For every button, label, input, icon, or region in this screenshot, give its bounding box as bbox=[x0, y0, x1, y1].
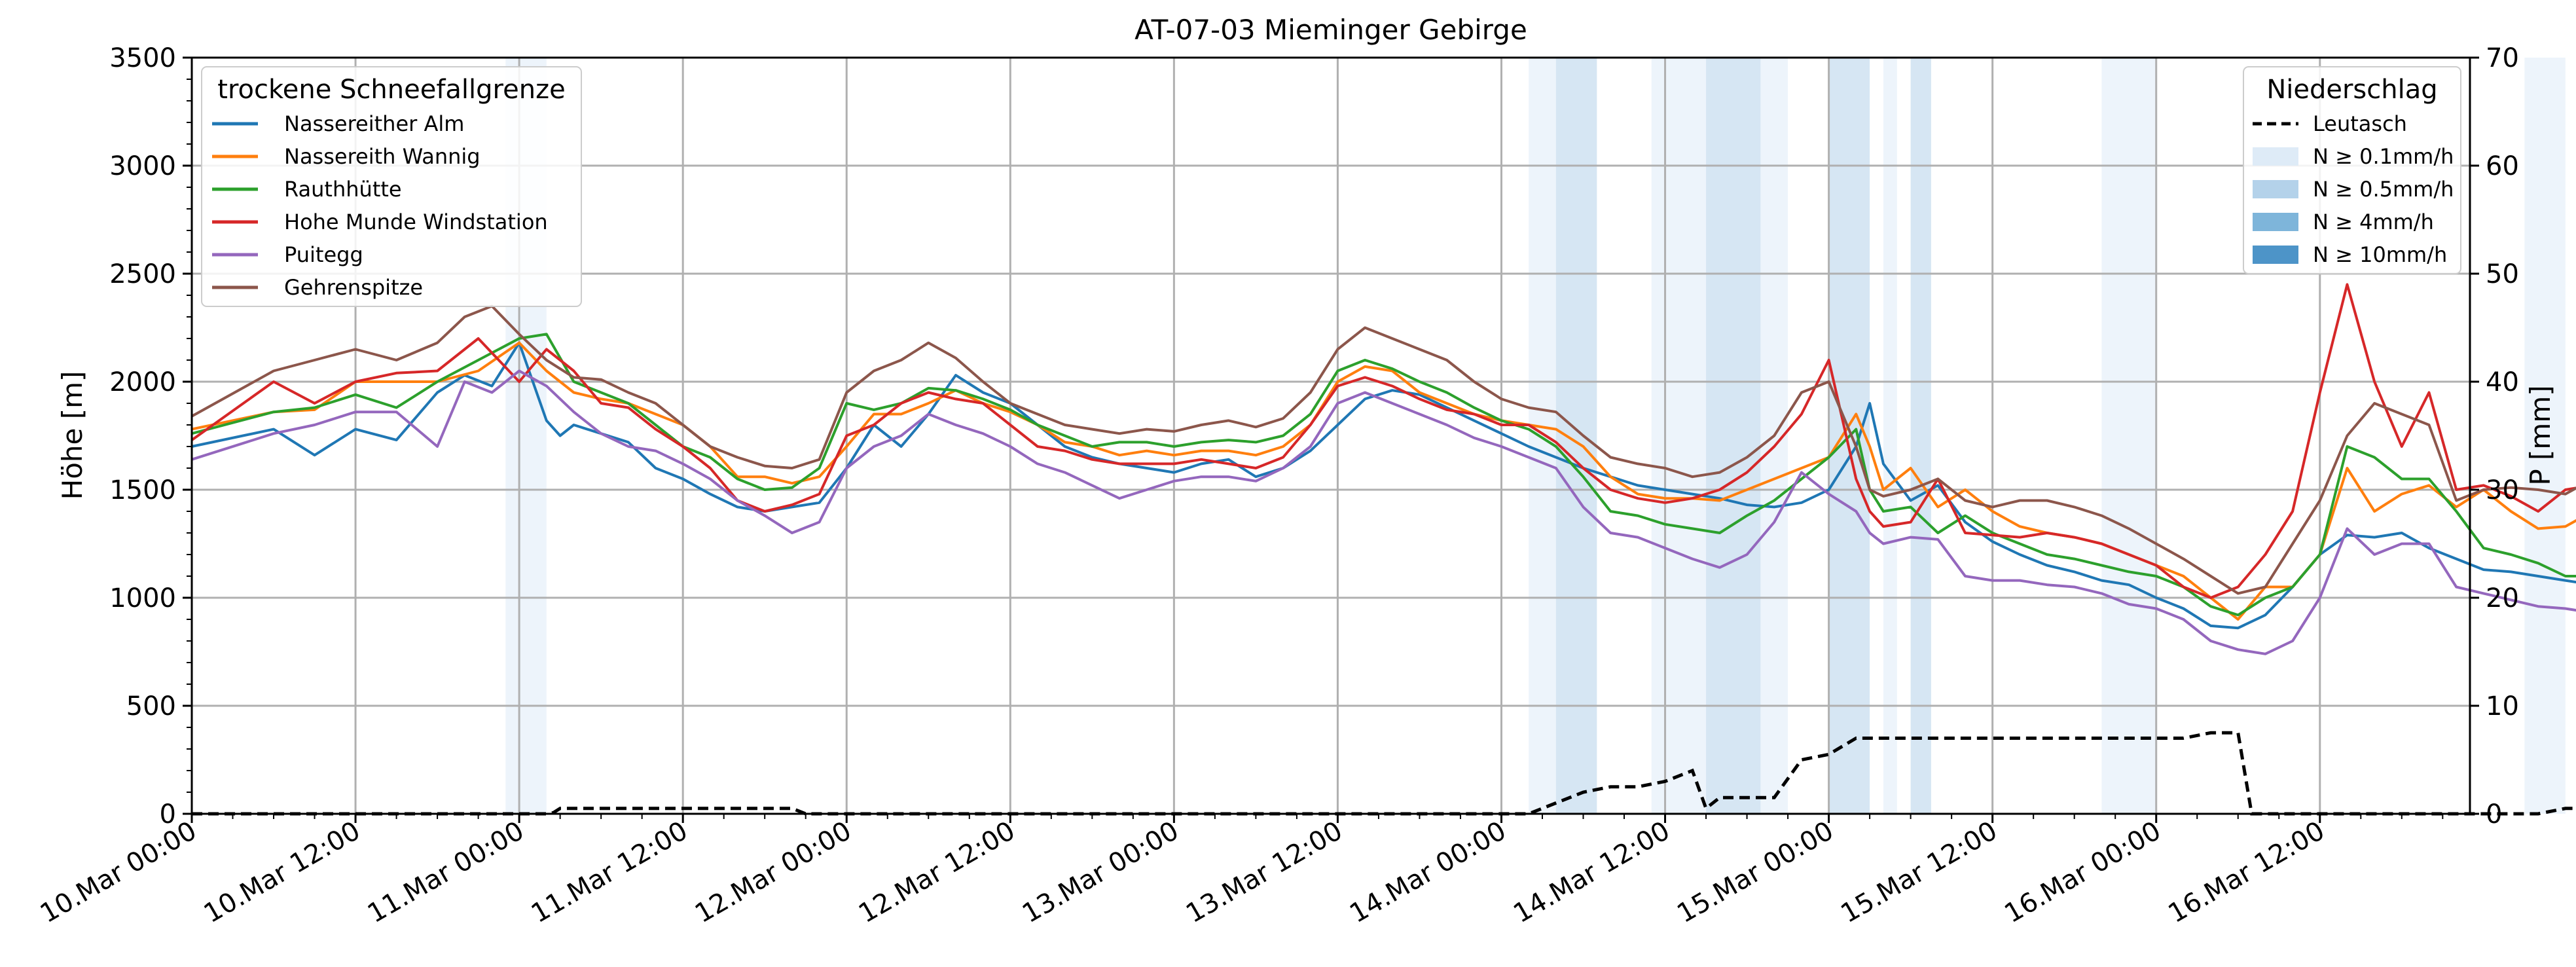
legend-band-swatch-0 bbox=[2253, 147, 2298, 166]
y2-tick-label: 30 bbox=[2486, 475, 2519, 505]
series-line-4 bbox=[191, 369, 2576, 655]
y-tick-label: 3500 bbox=[109, 43, 176, 73]
y-tick-label: 2000 bbox=[109, 367, 176, 397]
precip-band bbox=[2524, 58, 2566, 814]
y-tick-label: 2500 bbox=[109, 259, 176, 289]
legend-band-label-0: N ≥ 0.1mm/h bbox=[2313, 144, 2454, 169]
precip-band bbox=[1529, 58, 1556, 814]
legend-band-label-1: N ≥ 0.5mm/h bbox=[2313, 177, 2454, 202]
legend-band-swatch-1 bbox=[2253, 180, 2298, 198]
y2-axis-label: P [mm] bbox=[2524, 385, 2556, 485]
legend-label-1: Nassereith Wannig bbox=[284, 144, 481, 169]
precip-band bbox=[2101, 58, 2156, 814]
legend-snow-items: Nassereither Alm Nassereith Wannig Rauthhü… bbox=[212, 111, 548, 300]
legend-label-0: Nassereither Alm bbox=[284, 111, 464, 136]
precip-line-leutasch bbox=[192, 731, 2576, 816]
legend-band-label-2: N ≥ 4mm/h bbox=[2313, 210, 2434, 234]
series-line-5 bbox=[191, 304, 2576, 595]
legend-precip-bands: N ≥ 0.1mm/h N ≥ 0.5mm/h N ≥ 4mm/h N ≥ 10mm/… bbox=[2253, 144, 2454, 267]
legend-snow: trockene Schneefallgrenze Nassereither A… bbox=[201, 66, 582, 307]
y2-tick-label: 40 bbox=[2486, 367, 2519, 397]
snowline-series-group bbox=[190, 283, 2576, 655]
chart-title: AT-07-03 Mieminger Gebirge bbox=[1134, 14, 1527, 46]
y-tick-label: 1500 bbox=[109, 475, 176, 505]
series-line-0 bbox=[191, 341, 2576, 630]
y-tick-label: 0 bbox=[160, 799, 176, 830]
legend-leutasch-label: Leutasch bbox=[2313, 111, 2407, 136]
legend-snow-title: trockene Schneefallgrenze bbox=[217, 75, 565, 105]
y2-tick-label: 50 bbox=[2486, 259, 2519, 289]
precip-band bbox=[1706, 58, 1761, 814]
series-line-3 bbox=[190, 283, 2576, 599]
y-axis-label: Höhe [m] bbox=[56, 371, 88, 500]
legend-band-swatch-3 bbox=[2253, 246, 2298, 264]
legend-label-4: Puitegg bbox=[284, 242, 363, 267]
precip-line-group bbox=[192, 731, 2576, 816]
legend-label-2: Rauthhütte bbox=[284, 177, 402, 202]
precip-band bbox=[1883, 58, 1897, 814]
plot-frame bbox=[190, 56, 2471, 815]
y-tick-label: 3000 bbox=[109, 151, 176, 181]
y2-tick-label: 10 bbox=[2486, 691, 2519, 721]
legend-snow-box bbox=[201, 66, 582, 307]
precip-band bbox=[1555, 58, 1597, 814]
y-tick-label: 500 bbox=[126, 691, 176, 721]
series-line-2 bbox=[191, 333, 2576, 617]
legend-band-label-3: N ≥ 10mm/h bbox=[2313, 242, 2447, 267]
legend-label-5: Gehrenspitze bbox=[284, 275, 423, 300]
y-tick-label: 1000 bbox=[109, 583, 176, 613]
legend-band-swatch-2 bbox=[2253, 213, 2298, 231]
y2-tick-label: 0 bbox=[2486, 799, 2502, 830]
precip-band bbox=[1910, 58, 1931, 814]
precip-band bbox=[1651, 58, 1707, 814]
y2-axis-ticks: 0 10 20 30 40 50 60 70 bbox=[2470, 43, 2519, 830]
y-axis-ticks: 0 500 1000 1500 2000 2500 3000 3500 bbox=[109, 43, 192, 830]
y2-tick-label: 60 bbox=[2486, 151, 2519, 181]
legend-label-3: Hohe Munde Windstation bbox=[284, 210, 548, 234]
legend-precip-title: Niederschlag bbox=[2266, 75, 2437, 105]
y2-tick-label: 20 bbox=[2486, 583, 2519, 613]
legend-precip: Niederschlag Leutasch N ≥ 0.1mm/h N ≥ 0.5… bbox=[2243, 66, 2461, 274]
series-line-1 bbox=[191, 341, 2576, 621]
y2-tick-label: 70 bbox=[2486, 43, 2519, 73]
